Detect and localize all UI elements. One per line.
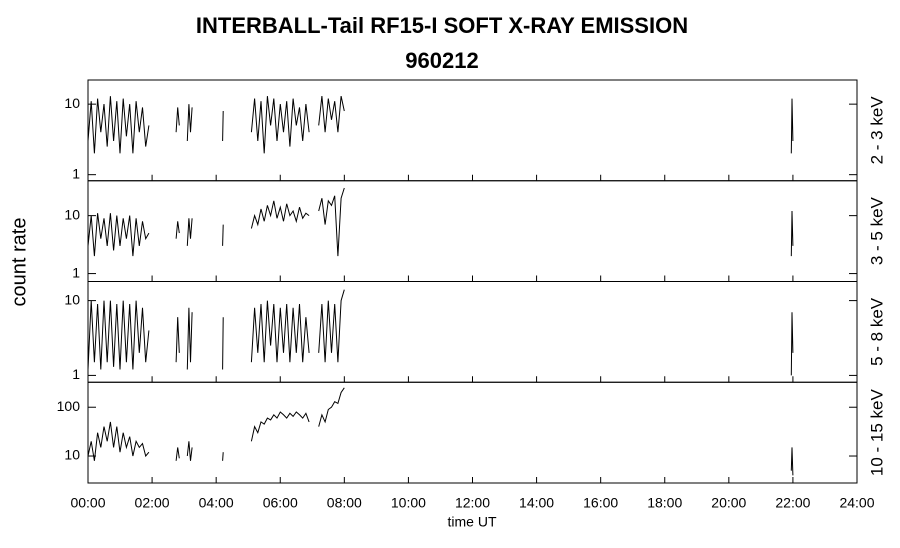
series-line [87, 187, 794, 257]
x-tick-label: 12:00 [455, 495, 490, 511]
y-tick-label: 10 [64, 95, 80, 111]
x-tick-label: 02:00 [135, 495, 170, 511]
x-tick-label: 06:00 [263, 495, 298, 511]
x-tick-label: 14:00 [519, 495, 554, 511]
x-tick-label: 20:00 [711, 495, 746, 511]
y-tick-label: 10 [64, 447, 80, 463]
panel-frame [87, 79, 858, 182]
chart-subtitle: 960212 [405, 48, 478, 73]
y-tick-label: 1 [72, 264, 80, 280]
series-line [87, 387, 794, 476]
panel-frame [87, 281, 858, 383]
panel-label: 10 - 15 keV [867, 388, 886, 476]
x-axis-label: time UT [448, 514, 497, 530]
series-line [87, 95, 794, 154]
panel-label: 2 - 3 keV [867, 96, 886, 165]
x-tick-label: 10:00 [391, 495, 426, 511]
x-tick-label: 08:00 [327, 495, 362, 511]
x-tick-label: 00:00 [70, 495, 105, 511]
x-tick-label: 22:00 [775, 495, 810, 511]
y-axis-label: count rate [8, 218, 30, 307]
series-line [87, 289, 794, 376]
y-tick-label: 100 [57, 398, 81, 414]
y-tick-label: 1 [72, 366, 80, 382]
chart-title: INTERBALL-Tail RF15-I SOFT X-RAY EMISSIO… [196, 13, 688, 38]
x-tick-label: 18:00 [647, 495, 682, 511]
x-tick-label: 04:00 [199, 495, 234, 511]
x-tick-label: 24:00 [839, 495, 874, 511]
panel-label: 3 - 5 keV [867, 196, 886, 265]
panel-frame [87, 381, 858, 484]
y-tick-label: 10 [64, 206, 80, 222]
panel-frame [87, 180, 858, 282]
y-tick-label: 10 [64, 291, 80, 307]
x-tick-label: 16:00 [583, 495, 618, 511]
y-tick-label: 1 [72, 165, 80, 181]
panel-label: 5 - 8 keV [867, 297, 886, 366]
